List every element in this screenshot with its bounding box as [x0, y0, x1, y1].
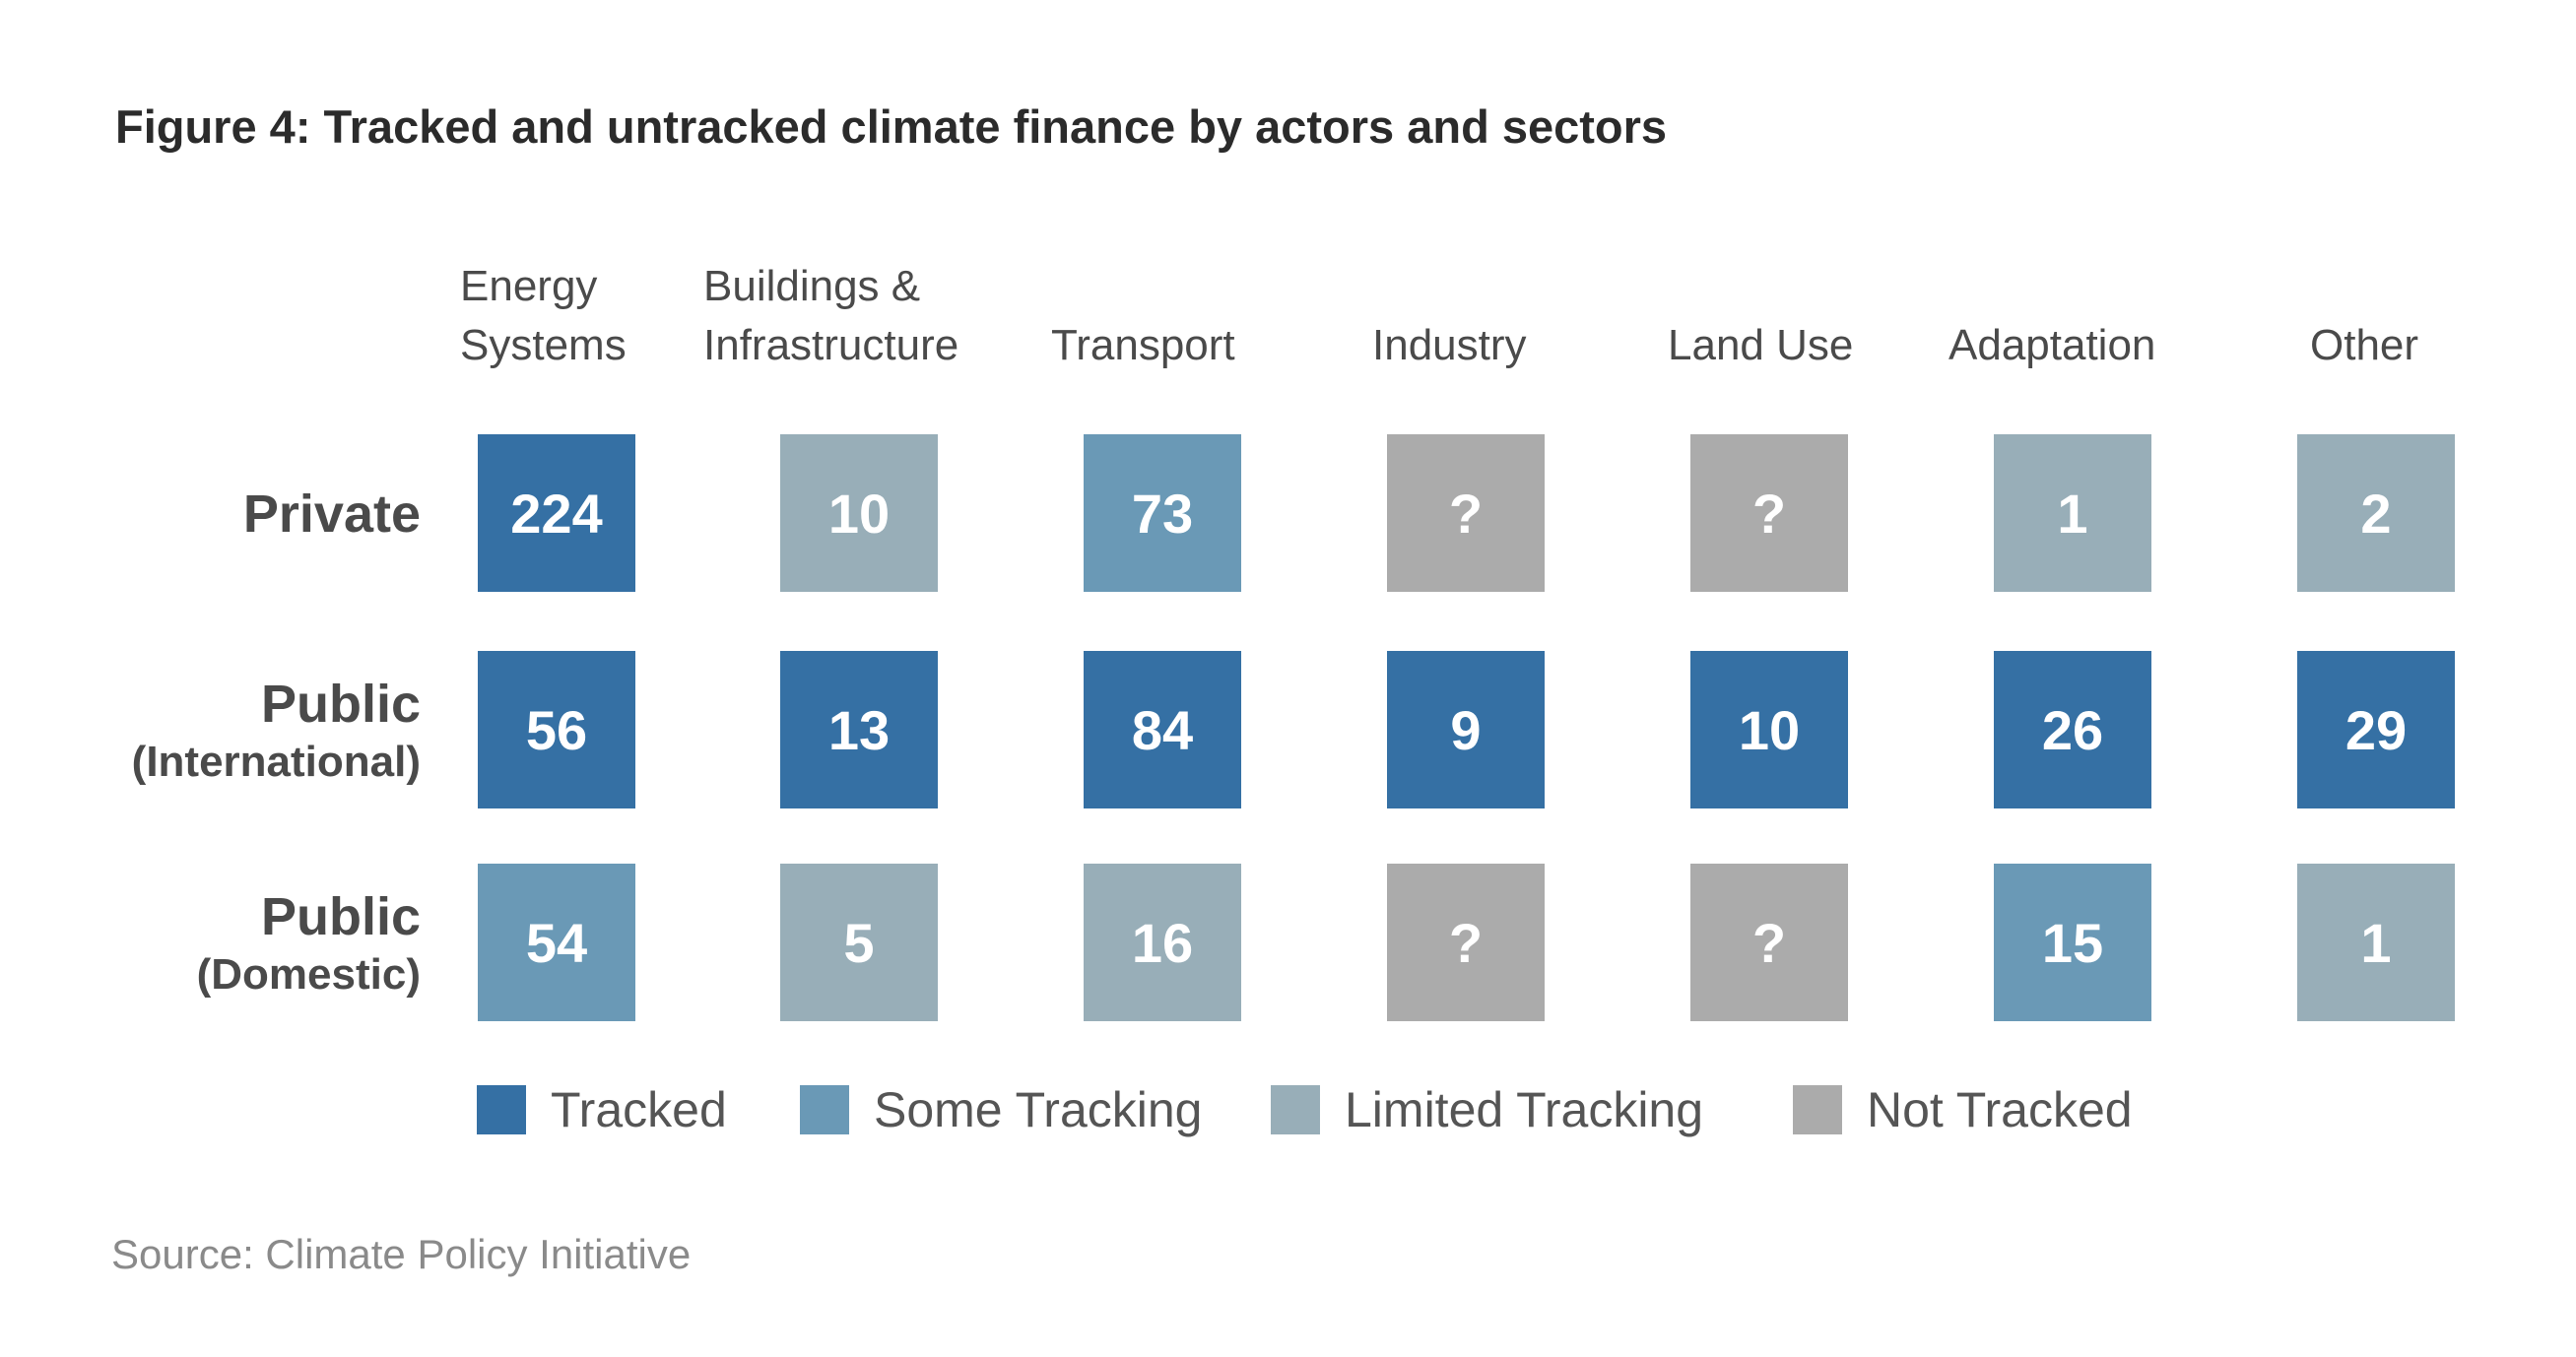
- cell-value: ?: [1752, 912, 1786, 974]
- legend-label: Limited Tracking: [1345, 1082, 1703, 1137]
- cell-value: 5: [843, 912, 874, 974]
- cell-value: 1: [2057, 483, 2087, 545]
- row-label: Private: [243, 485, 421, 544]
- row-sublabel: (International): [132, 738, 421, 786]
- heatmap-cell-limited: [780, 434, 938, 592]
- heatmap-cell-tracked: [780, 651, 938, 808]
- heatmap-cell-limited: [1084, 864, 1241, 1021]
- cell-value: 15: [2042, 912, 2103, 974]
- column-label: Infrastructure: [703, 321, 958, 369]
- cell-value: 16: [1132, 912, 1193, 974]
- cell-value: 13: [828, 699, 890, 761]
- heatmap-cell-tracked: [1994, 651, 2151, 808]
- cell-value: 73: [1132, 483, 1193, 545]
- column-label: Adaptation: [1949, 321, 2155, 369]
- column-label: Energy: [460, 262, 597, 310]
- row-label: Public: [261, 675, 421, 734]
- cell-value: 2: [2360, 483, 2391, 545]
- cell-value: 10: [1739, 699, 1800, 761]
- legend-label: Tracked: [551, 1082, 727, 1137]
- heatmap-cell-not: [1387, 434, 1545, 592]
- heatmap-cells: 224 10 73?? 1 2 56 13 84 9 10 26 29 54 5 16?? 15 1: [478, 434, 2455, 1021]
- heatmap-cell-tracked: [478, 651, 635, 808]
- heatmap-cell-some: [1084, 434, 1241, 592]
- heatmap-cell-limited: [2297, 434, 2455, 592]
- heatmap-cell-tracked: [1690, 651, 1848, 808]
- cell-value: 54: [526, 912, 587, 974]
- heatmap-cell-tracked: [2297, 651, 2455, 808]
- column-labels: Energy Systems Buildings & Infrastructure Tr…: [460, 262, 2418, 369]
- legend: Tracked Some Tracking Limited Tracking Not …: [477, 1082, 2133, 1137]
- heatmap-cell-limited: [780, 864, 938, 1021]
- column-label: Transport: [1051, 321, 1235, 369]
- heatmap-cell-not: [1387, 864, 1545, 1021]
- cell-value: 10: [828, 483, 890, 545]
- row-labels: PrivatePublic(International)Public(Domes…: [132, 485, 421, 999]
- row-label: Public: [261, 887, 421, 946]
- heatmap-cell-not: [1690, 864, 1848, 1021]
- column-label: Buildings &: [703, 262, 920, 310]
- cell-value: 26: [2042, 699, 2103, 761]
- legend-label: Not Tracked: [1867, 1082, 2133, 1137]
- cell-value: 84: [1132, 699, 1193, 761]
- column-label: Systems: [460, 321, 627, 369]
- source-note: Source: Climate Policy Initiative: [111, 1231, 691, 1277]
- cell-value: 224: [510, 483, 602, 545]
- cell-value: ?: [1752, 483, 1786, 545]
- heatmap-cell-tracked: [478, 434, 635, 592]
- cell-value: ?: [1449, 912, 1483, 974]
- heatmap-cell-tracked: [1084, 651, 1241, 808]
- heatmap-cell-some: [1994, 864, 2151, 1021]
- cell-value: 56: [526, 699, 587, 761]
- heatmap-cell-limited: [1994, 434, 2151, 592]
- heatmap-cell-tracked: [1387, 651, 1545, 808]
- cell-value: 9: [1450, 699, 1481, 761]
- column-label: Land Use: [1668, 321, 1853, 369]
- legend-swatch-tracked: [477, 1085, 526, 1134]
- heatmap-cell-some: [478, 864, 635, 1021]
- legend-label: Some Tracking: [874, 1082, 1202, 1137]
- legend-swatch-limited: [1271, 1085, 1320, 1134]
- legend-swatch-not: [1793, 1085, 1842, 1134]
- column-label: Other: [2310, 321, 2418, 369]
- legend-swatch-some: [800, 1085, 849, 1134]
- cell-value: ?: [1449, 483, 1483, 545]
- column-label: Industry: [1372, 321, 1527, 369]
- heatmap-cell-limited: [2297, 864, 2455, 1021]
- row-sublabel: (Domestic): [197, 950, 421, 999]
- chart-title: Figure 4: Tracked and untracked climate …: [115, 100, 1667, 153]
- cell-value: 29: [2345, 699, 2407, 761]
- heatmap-cell-not: [1690, 434, 1848, 592]
- cell-value: 1: [2360, 912, 2391, 974]
